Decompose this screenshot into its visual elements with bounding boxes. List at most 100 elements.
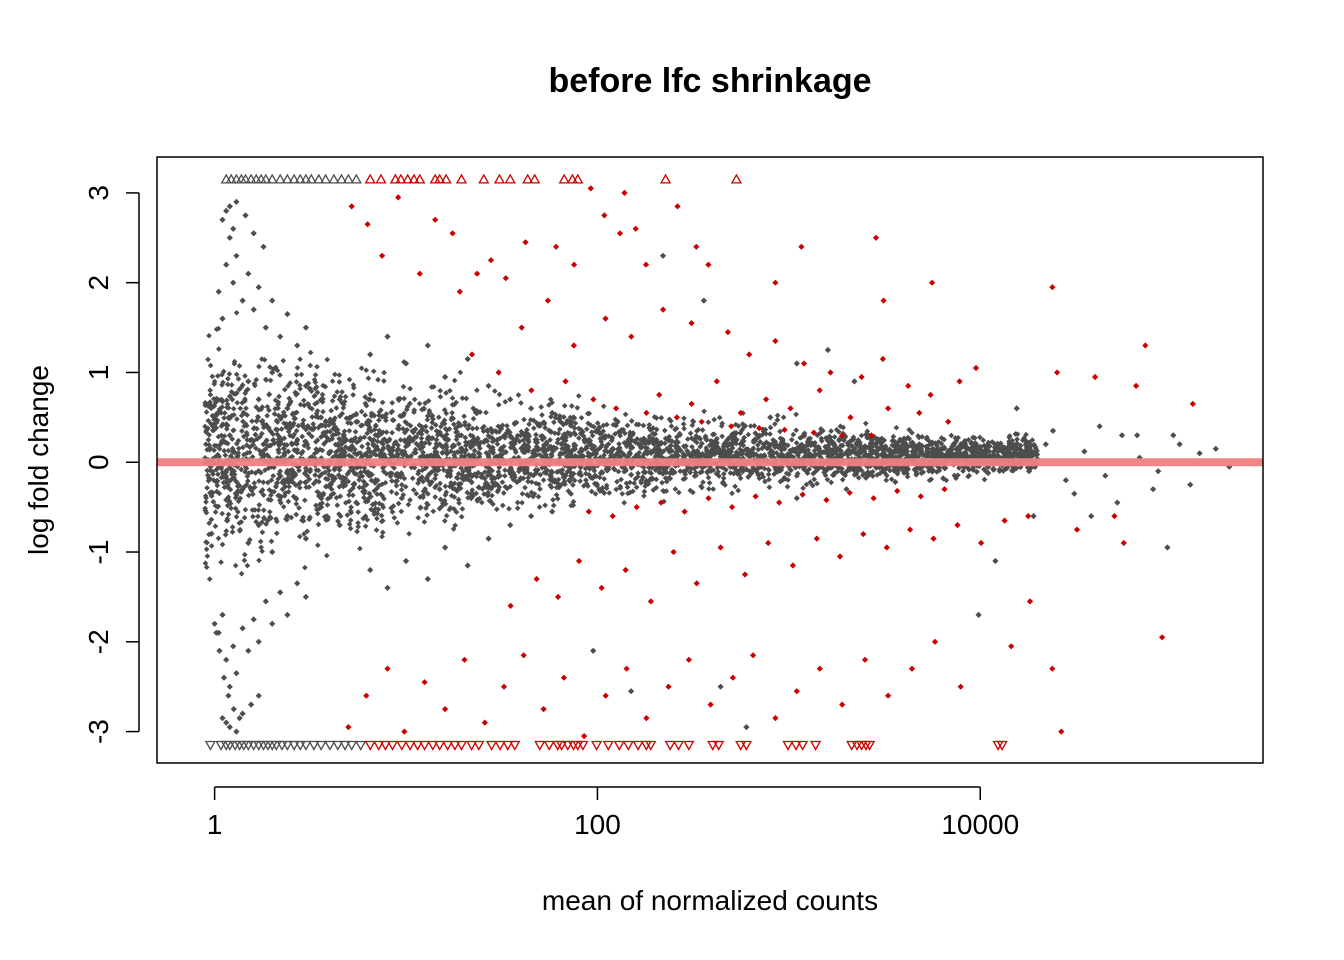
data-point bbox=[550, 496, 556, 503]
data-point bbox=[451, 421, 457, 428]
data-point bbox=[485, 535, 492, 542]
data-point bbox=[346, 521, 353, 528]
data-point bbox=[362, 400, 369, 407]
data-point bbox=[319, 391, 326, 398]
data-point bbox=[389, 400, 396, 406]
data-point bbox=[895, 465, 901, 471]
data-point bbox=[406, 530, 412, 537]
data-point bbox=[220, 379, 226, 386]
data-point bbox=[627, 471, 635, 478]
data-point bbox=[239, 428, 245, 434]
data-point bbox=[269, 488, 275, 495]
data-point bbox=[239, 486, 246, 493]
clipped-point-marker bbox=[493, 173, 506, 184]
data-point bbox=[1008, 643, 1015, 650]
data-point bbox=[774, 417, 781, 423]
data-point bbox=[559, 420, 566, 427]
data-point bbox=[297, 479, 304, 486]
data-point bbox=[213, 411, 219, 418]
data-point bbox=[738, 439, 745, 446]
data-point bbox=[409, 475, 416, 482]
data-point bbox=[618, 476, 624, 483]
data-point bbox=[417, 446, 424, 452]
data-point bbox=[901, 467, 907, 474]
data-point bbox=[260, 479, 267, 486]
data-point bbox=[755, 471, 762, 477]
data-point bbox=[750, 439, 757, 445]
clipped-point-marker bbox=[276, 740, 288, 751]
data-point bbox=[627, 688, 635, 695]
data-point bbox=[363, 367, 370, 374]
data-point bbox=[603, 485, 610, 492]
data-point bbox=[407, 400, 413, 407]
data-point bbox=[377, 449, 384, 456]
clipped-point-marker bbox=[796, 740, 809, 751]
data-point bbox=[233, 252, 240, 259]
data-point bbox=[516, 468, 522, 475]
data-point bbox=[522, 484, 528, 491]
data-point bbox=[426, 407, 433, 414]
data-point bbox=[990, 440, 997, 447]
data-point bbox=[396, 397, 402, 404]
data-point bbox=[858, 432, 865, 439]
data-point bbox=[274, 419, 281, 425]
data-point bbox=[298, 371, 305, 378]
y-tick-label: -2 bbox=[83, 629, 114, 654]
clipped-point-marker bbox=[707, 740, 719, 751]
data-point bbox=[241, 451, 247, 458]
data-point bbox=[632, 225, 639, 232]
data-point bbox=[233, 728, 240, 735]
clipped-point-marker bbox=[566, 173, 579, 184]
data-point bbox=[810, 470, 817, 477]
data-point bbox=[1102, 472, 1109, 479]
data-point bbox=[421, 679, 428, 686]
data-point bbox=[818, 435, 825, 442]
data-point bbox=[398, 413, 405, 420]
data-point bbox=[233, 309, 240, 316]
data-point bbox=[301, 497, 308, 504]
data-point bbox=[549, 508, 556, 515]
data-point bbox=[705, 474, 712, 481]
data-point bbox=[225, 405, 232, 411]
data-point bbox=[463, 395, 470, 402]
data-point bbox=[608, 434, 615, 441]
clipped-bottom-markers bbox=[204, 740, 367, 751]
data-point bbox=[230, 279, 237, 286]
data-point bbox=[804, 438, 811, 445]
data-point bbox=[1042, 441, 1049, 448]
data-point bbox=[873, 440, 880, 447]
data-point bbox=[342, 449, 348, 456]
clipped-point-marker bbox=[478, 173, 490, 184]
data-point bbox=[538, 404, 545, 410]
data-point bbox=[301, 402, 308, 409]
data-point bbox=[879, 355, 887, 363]
data-point bbox=[310, 480, 317, 487]
data-point bbox=[236, 714, 243, 722]
data-point bbox=[729, 445, 736, 451]
data-point bbox=[710, 486, 717, 492]
data-point bbox=[462, 453, 468, 459]
data-point bbox=[379, 399, 386, 406]
data-point bbox=[374, 491, 380, 498]
data-point bbox=[741, 424, 747, 431]
data-point bbox=[293, 379, 300, 385]
data-point bbox=[320, 382, 326, 389]
data-point bbox=[1029, 437, 1036, 443]
data-point bbox=[574, 404, 581, 411]
data-point bbox=[957, 441, 964, 448]
data-point bbox=[473, 410, 480, 417]
data-point bbox=[443, 512, 450, 519]
data-point bbox=[235, 509, 241, 515]
data-point bbox=[963, 445, 970, 452]
data-point bbox=[822, 472, 829, 479]
data-point bbox=[488, 445, 495, 452]
data-point bbox=[561, 445, 568, 452]
data-point bbox=[397, 437, 404, 443]
data-point bbox=[542, 502, 548, 509]
data-point bbox=[233, 440, 240, 447]
x-tick-label: 10000 bbox=[941, 809, 1019, 840]
data-point bbox=[203, 495, 209, 501]
data-point bbox=[992, 557, 999, 565]
data-point bbox=[204, 539, 210, 546]
data-point bbox=[211, 447, 217, 454]
